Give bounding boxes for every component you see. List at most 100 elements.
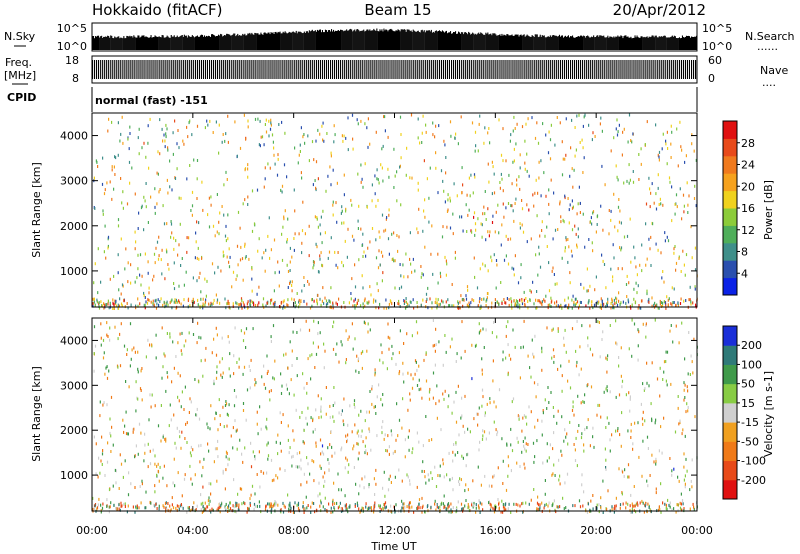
range-gate-cell	[521, 125, 524, 129]
range-gate-cell	[691, 133, 693, 137]
range-gate-cell	[149, 393, 151, 397]
range-gate-cell	[300, 171, 302, 175]
range-gate-cell	[562, 218, 564, 222]
noise-sample	[607, 35, 609, 50]
noise-sample	[606, 37, 608, 50]
colorbar-tick-label: 24	[741, 159, 755, 172]
range-gate-cell	[93, 507, 95, 510]
range-gate-cell	[258, 301, 260, 305]
frequency-sample	[662, 60, 664, 79]
range-gate-cell	[296, 503, 298, 507]
range-gate-cell	[244, 256, 247, 260]
range-gate-cell	[347, 470, 349, 474]
frequency-sample	[108, 60, 110, 79]
range-gate-cell	[216, 508, 218, 512]
range-gate-cell	[341, 221, 343, 225]
range-gate-cell	[445, 259, 447, 263]
range-gate-cell	[223, 183, 225, 187]
noise-sample	[130, 36, 132, 50]
range-gate-cell	[181, 430, 183, 434]
frequency-sample	[217, 60, 219, 79]
noise-sample	[321, 30, 323, 50]
range-gate-cell	[332, 200, 334, 204]
range-gate-cell	[564, 304, 566, 308]
noise-sample	[219, 35, 221, 50]
range-gate-cell	[207, 499, 209, 503]
range-gate-cell	[454, 256, 456, 260]
range-gate-cell	[545, 502, 547, 506]
range-gate-cell	[299, 143, 301, 147]
range-gate-cell	[383, 306, 385, 310]
range-gate-cell	[348, 335, 350, 339]
range-gate-cell	[119, 139, 121, 143]
range-gate-cell	[360, 180, 362, 184]
range-gate-cell	[122, 206, 124, 210]
frequency-sample	[408, 60, 410, 79]
range-gate-cell	[547, 303, 549, 307]
frequency-sample	[235, 60, 237, 79]
range-gate-cell	[455, 420, 458, 424]
range-gate-cell	[94, 207, 96, 210]
range-gate-cell	[409, 257, 411, 261]
range-gate-cell	[387, 335, 389, 339]
range-gate-cell	[101, 452, 104, 456]
range-gate-cell	[398, 351, 400, 355]
range-gate-cell	[449, 478, 451, 482]
range-gate-cell	[172, 131, 174, 135]
range-gate-cell	[579, 201, 581, 205]
range-gate-cell	[677, 303, 679, 307]
range-gate-cell	[212, 508, 214, 512]
range-gate-cell	[260, 510, 262, 514]
range-gate-cell	[174, 177, 177, 180]
range-gate-cell	[227, 413, 229, 417]
noise-sample	[235, 36, 237, 50]
frequency-sample	[233, 60, 235, 79]
range-gate-cell	[93, 297, 95, 301]
range-gate-cell	[693, 507, 695, 511]
range-gate-cell	[655, 487, 657, 491]
range-gate-cell	[368, 483, 370, 486]
range-gate-cell	[254, 117, 257, 121]
range-gate-cell	[662, 132, 664, 136]
range-gate-cell	[293, 237, 295, 240]
range-gate-cell	[664, 231, 666, 235]
range-gate-cell	[488, 234, 490, 238]
range-gate-cell	[642, 382, 644, 386]
noise-sample	[122, 38, 124, 50]
frequency-sample	[263, 60, 265, 79]
frequency-sample	[396, 60, 398, 79]
range-gate-cell	[371, 183, 373, 187]
frequency-sample	[600, 60, 602, 79]
range-gate-cell	[181, 504, 183, 508]
colorbar-tick-label: 28	[741, 137, 755, 150]
range-gate-cell	[111, 165, 113, 169]
range-gate-cell	[510, 511, 512, 514]
noise-sample	[533, 37, 535, 50]
range-gate-cell	[182, 506, 184, 510]
range-gate-cell	[493, 400, 495, 404]
range-gate-cell	[561, 256, 563, 260]
range-gate-cell	[362, 255, 364, 258]
frequency-sample	[400, 60, 402, 79]
range-gate-cell	[608, 421, 610, 425]
frequency-sample	[354, 60, 356, 79]
noise-sample	[490, 33, 492, 50]
range-gate-cell	[497, 498, 499, 501]
range-gate-cell	[607, 297, 609, 301]
noise-sample	[639, 37, 641, 50]
range-gate-cell	[382, 271, 384, 275]
range-gate-cell	[229, 306, 231, 310]
range-gate-cell	[236, 503, 238, 507]
range-gate-cell	[451, 283, 453, 286]
range-gate-cell	[307, 280, 309, 283]
noise-sample	[527, 35, 529, 50]
range-gate-cell	[401, 506, 403, 510]
colorbar-tick-label: -15	[741, 416, 759, 429]
noise-sample	[140, 36, 142, 50]
range-gate-cell	[113, 302, 115, 306]
noise-sample	[146, 36, 148, 50]
frequency-sample	[196, 60, 198, 79]
range-gate-cell	[428, 397, 431, 401]
range-gate-cell	[685, 154, 687, 158]
noise-sample	[162, 35, 164, 50]
